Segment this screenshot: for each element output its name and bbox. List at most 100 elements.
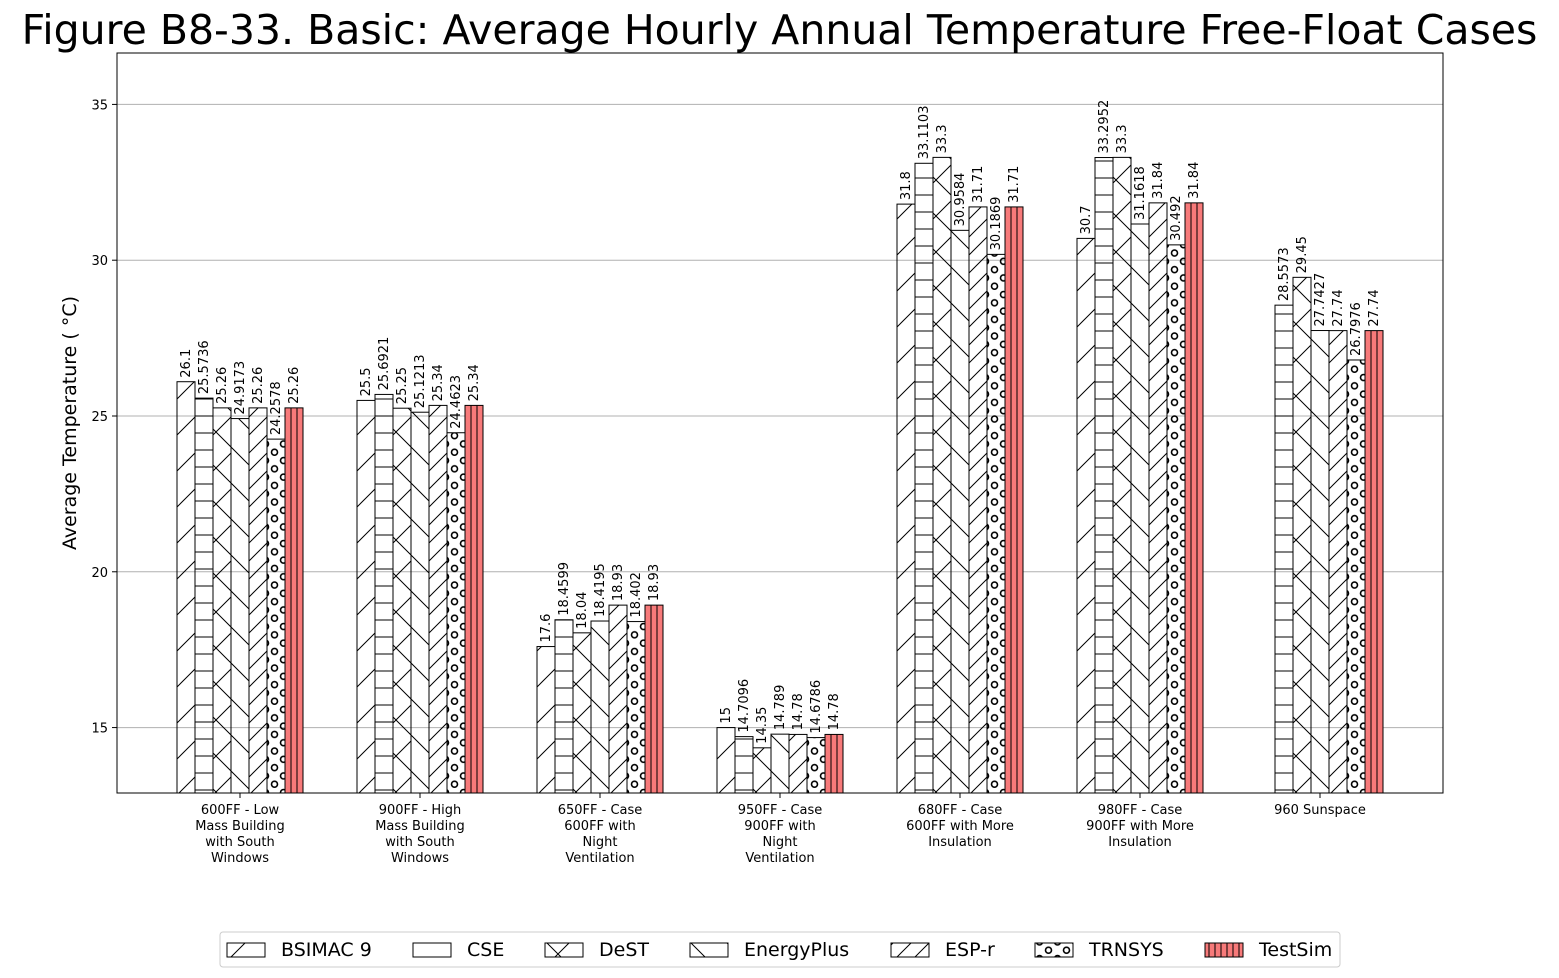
x-tick-label: 600FF - Low Mass Building with South Window…: [195, 803, 285, 866]
bar: [428, 404, 448, 794]
bar: [752, 747, 772, 794]
bar: [266, 438, 286, 794]
legend-swatch: [544, 942, 584, 958]
bar: [554, 619, 574, 794]
bar: [356, 399, 376, 794]
data-label: 18.93: [611, 564, 626, 601]
data-label: 25.34: [467, 364, 482, 401]
bar: [194, 397, 214, 794]
bar: [1346, 359, 1366, 794]
data-label: 31.1618: [1133, 166, 1148, 220]
y-axis-label: Average Temperature ( °C): [59, 296, 81, 550]
data-label: 18.4599: [557, 562, 572, 616]
bar: [212, 407, 232, 794]
data-label: 30.7: [1079, 205, 1094, 234]
data-label: 25.5736: [197, 340, 212, 394]
bar: [896, 203, 916, 794]
y-tick-label: 35: [91, 98, 108, 113]
x-tick-label: 960 Sunspace: [1274, 803, 1366, 818]
bar: [536, 646, 556, 794]
bar: [914, 162, 934, 794]
data-label: 24.9173: [233, 361, 248, 415]
data-label: 24.2578: [269, 381, 284, 435]
bar: [374, 393, 394, 794]
bar: [248, 407, 268, 794]
x-tick-label: 950FF - Case 900FF with Night Ventilation: [738, 803, 823, 866]
bar: [590, 620, 610, 794]
data-label: 15: [719, 707, 734, 724]
data-label: 25.25: [395, 367, 410, 404]
data-label: 27.7427: [1313, 273, 1328, 327]
bar: [572, 632, 592, 794]
data-label: 25.26: [287, 367, 302, 404]
legend-swatch: [689, 942, 729, 958]
x-tick-label: 980FF - Case 900FF with More Insulation: [1086, 803, 1194, 850]
bar: [1274, 304, 1294, 794]
y-tick-label: 30: [91, 254, 108, 269]
y-tick-label: 15: [91, 722, 108, 737]
data-label: 25.26: [251, 367, 266, 404]
data-label: 25.5: [359, 367, 374, 396]
bar: [410, 411, 430, 794]
y-tick-label: 25: [91, 410, 108, 425]
legend-label: TRNSYS: [1088, 939, 1164, 961]
data-label: 30.1869: [989, 197, 1004, 251]
legend-label: BSIMAC 9: [281, 939, 372, 961]
legend-label: TestSim: [1258, 939, 1332, 961]
bar: [770, 733, 790, 794]
legend-swatch: [890, 942, 930, 958]
legend-label: EnergyPlus: [744, 939, 849, 961]
bar: [1112, 156, 1132, 794]
bar: [446, 432, 466, 794]
bar: [1076, 237, 1096, 794]
data-label: 30.9584: [953, 173, 968, 227]
data-label: 27.74: [1331, 289, 1346, 326]
data-label: 26.1: [179, 349, 194, 378]
data-label: 31.71: [1007, 166, 1022, 203]
data-label: 28.5573: [1277, 247, 1292, 301]
data-label: 31.84: [1151, 162, 1166, 199]
data-label: 14.7096: [737, 679, 752, 733]
bar: [1094, 157, 1114, 794]
bar: [824, 733, 844, 794]
data-label: 25.26: [215, 367, 230, 404]
data-label: 31.84: [1187, 162, 1202, 199]
bar: [608, 604, 628, 794]
bar: [1184, 202, 1204, 794]
bar: [1292, 276, 1312, 794]
legend-label: ESP-r: [945, 939, 995, 961]
bar: [1166, 244, 1186, 794]
bar: [176, 381, 196, 794]
data-label: 33.3: [935, 124, 950, 153]
bar: [644, 604, 664, 794]
x-tick-label: 680FF - Case 600FF with More Insulation: [906, 803, 1014, 850]
data-label: 33.2952: [1097, 100, 1112, 154]
data-label: 31.8: [899, 171, 914, 200]
bar: [968, 206, 988, 794]
bar: [986, 253, 1006, 794]
x-tick-label: 650FF - Case 600FF with Night Ventilation: [558, 803, 643, 866]
data-label: 26.7976: [1349, 302, 1364, 356]
legend: [219, 931, 1341, 968]
bar: [1148, 202, 1168, 794]
bar: [1364, 330, 1384, 794]
bar: [230, 418, 250, 794]
data-label: 14.78: [827, 693, 842, 730]
data-label: 14.78: [791, 693, 806, 730]
legend-label: DeST: [599, 939, 649, 961]
data-label: 27.74: [1367, 289, 1382, 326]
chart-title: Figure B8-33. Basic: Average Hourly Annu…: [22, 6, 1538, 54]
data-label: 25.6921: [377, 337, 392, 391]
bar: [950, 229, 970, 794]
data-label: 18.4195: [593, 563, 608, 617]
data-label: 25.1213: [413, 354, 428, 408]
legend-label: CSE: [467, 939, 504, 961]
data-label: 29.45: [1295, 236, 1310, 273]
legend-swatch: [1204, 942, 1244, 958]
data-label: 33.1103: [917, 106, 932, 160]
bar: [1328, 330, 1348, 794]
bar: [716, 727, 736, 794]
bar: [284, 407, 304, 794]
x-tick-label: 900FF - High Mass Building with South Windo…: [375, 803, 465, 866]
bar: [1310, 330, 1330, 794]
